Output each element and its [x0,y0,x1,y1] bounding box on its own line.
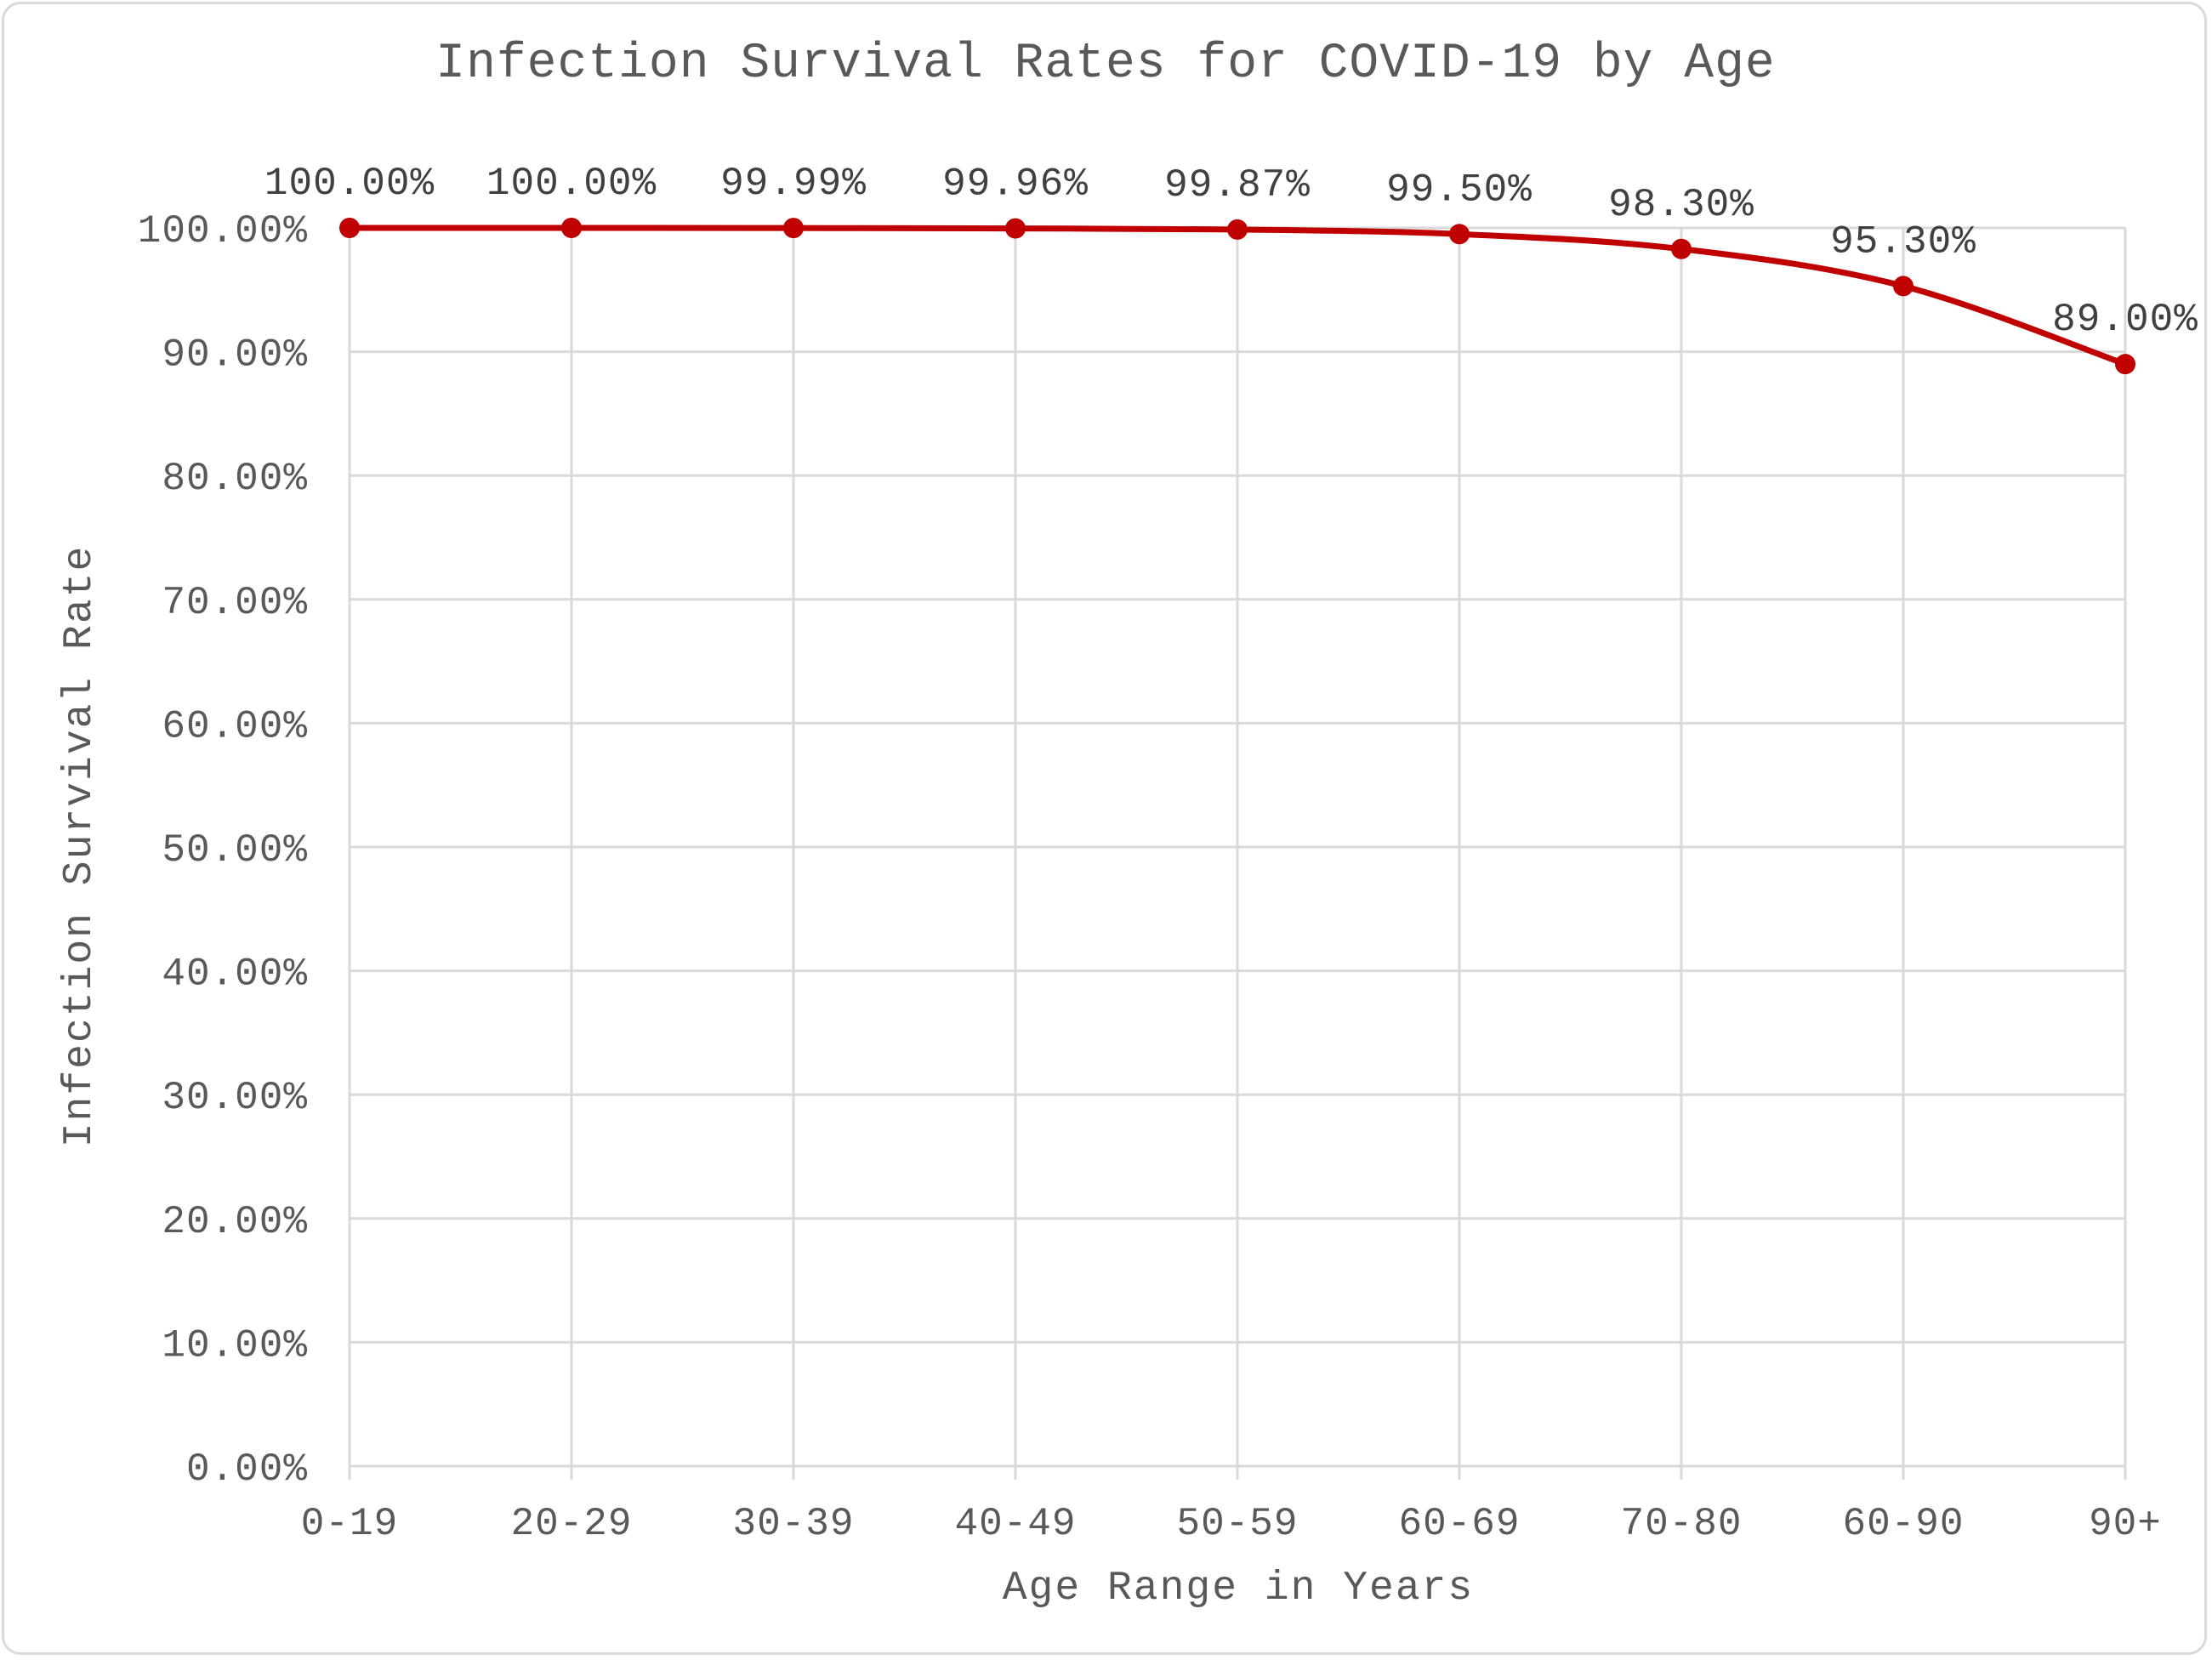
data-point [1893,276,1913,297]
y-tick-label: 60.00% [162,704,308,748]
y-tick-label: 90.00% [162,333,308,378]
data-label: 99.50% [1386,168,1532,212]
x-tick-label: 50-59 [1176,1502,1298,1546]
x-tick-label: 40-49 [954,1502,1076,1546]
y-tick-label: 20.00% [162,1200,308,1244]
data-label: 99.99% [720,162,867,206]
y-tick-label: 80.00% [162,457,308,501]
data-point [1227,219,1248,240]
gridlines [348,226,2127,1480]
data-markers [339,218,2135,375]
data-point [1005,218,1026,239]
y-tick-label: 30.00% [162,1076,308,1120]
data-label: 98.30% [1608,183,1754,227]
data-point [783,218,804,239]
data-label: 99.96% [942,162,1089,207]
y-tick-label: 100.00% [138,209,308,253]
x-axis-ticks: 0-19 20-29 30-39 40-49 50-59 60-69 70-80 60-90 9… [301,1502,2162,1546]
x-tick-label: 90+ [2089,1502,2162,1546]
data-label: 100.00% [486,162,657,206]
x-tick-label: 20-29 [510,1502,632,1546]
y-axis-ticks: 0.00% 10.00% 20.00% 30.00% 40.00% 50.00% 60.00… [138,209,308,1492]
y-tick-label: 40.00% [162,952,308,997]
data-label: 99.87% [1164,163,1311,208]
y-tick-label: 50.00% [162,828,308,873]
data-label: 100.00% [264,162,435,206]
y-axis-title: Infection Survival Rate [57,545,103,1148]
x-tick-label: 30-39 [732,1502,854,1546]
data-point [1671,238,1692,259]
x-tick-label: 70-80 [1620,1502,1742,1546]
x-axis-title: Age Range in Years [1003,1566,1474,1612]
y-tick-label: 0.00% [186,1447,308,1492]
x-tick-label: 60-69 [1398,1502,1520,1546]
data-label: 95.30% [1830,219,1976,264]
data-point [2115,354,2135,375]
chart-title: Infection Survival Rates for COVID-19 by… [435,37,1775,92]
data-label: 89.00% [2052,298,2198,342]
x-tick-label: 60-90 [1842,1502,1964,1546]
data-point [1449,224,1470,245]
y-tick-label: 70.00% [162,581,308,625]
data-labels: 100.00% 100.00% 99.99% 99.96% 99.87% 99.50% 98… [264,162,2198,342]
data-point [561,218,582,238]
data-point [339,218,360,238]
x-tick-label: 0-19 [301,1502,398,1546]
y-tick-label: 10.00% [162,1323,308,1367]
